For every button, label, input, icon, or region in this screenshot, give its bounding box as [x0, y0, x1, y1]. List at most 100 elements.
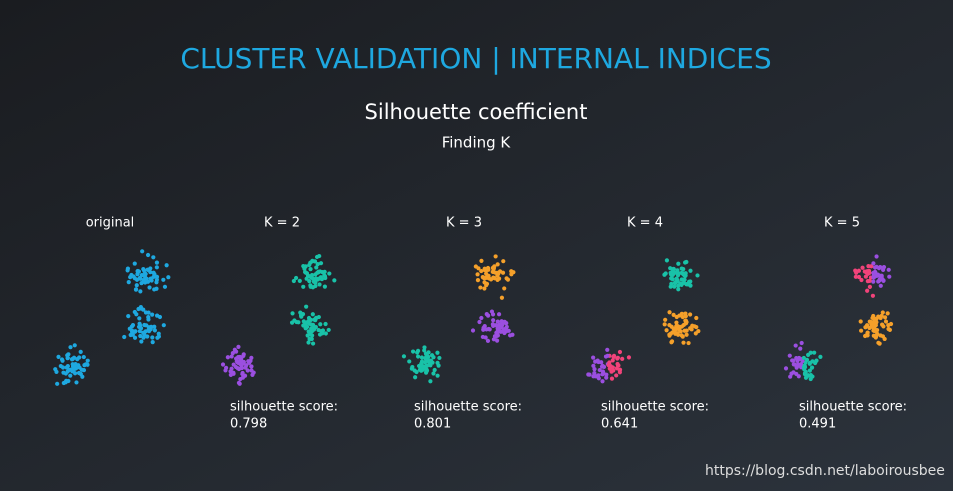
- point: [419, 355, 424, 360]
- point: [322, 273, 327, 278]
- point: [68, 373, 73, 378]
- point: [856, 268, 862, 273]
- cluster: [125, 249, 171, 294]
- point: [122, 334, 127, 340]
- point: [676, 283, 681, 288]
- point: [435, 350, 440, 355]
- score-label: silhouette score:: [414, 400, 522, 415]
- point: [682, 277, 687, 282]
- point: [491, 269, 496, 275]
- point: [323, 331, 328, 336]
- point: [76, 363, 81, 368]
- point: [856, 274, 862, 280]
- point: [291, 278, 296, 284]
- point: [670, 272, 675, 278]
- point: [688, 312, 693, 317]
- point: [669, 324, 674, 329]
- point: [679, 324, 685, 329]
- point: [867, 270, 872, 275]
- point: [422, 348, 427, 353]
- point: [509, 269, 514, 274]
- point: [130, 322, 136, 328]
- cluster: [289, 304, 331, 346]
- score-label: silhouette score:: [601, 400, 709, 415]
- point: [85, 358, 90, 363]
- point: [667, 333, 672, 338]
- point: [615, 355, 620, 360]
- point: [865, 288, 870, 293]
- point: [428, 379, 433, 384]
- point: [489, 309, 495, 314]
- point: [801, 355, 806, 361]
- point: [867, 278, 872, 284]
- point: [859, 328, 864, 333]
- point: [866, 263, 871, 269]
- cluster: [53, 343, 90, 386]
- point: [798, 346, 803, 351]
- point: [149, 325, 154, 330]
- point: [865, 331, 870, 336]
- point: [684, 328, 689, 333]
- point: [80, 374, 85, 379]
- point: [140, 249, 145, 254]
- point: [509, 272, 514, 277]
- point: [415, 354, 421, 359]
- point: [689, 327, 694, 332]
- point: [470, 328, 476, 333]
- point: [494, 334, 499, 339]
- point: [486, 326, 491, 332]
- point: [309, 336, 314, 342]
- point: [55, 381, 60, 386]
- point: [874, 254, 879, 259]
- point: [813, 360, 818, 366]
- point: [482, 286, 487, 291]
- point: [294, 275, 299, 281]
- point: [882, 315, 888, 320]
- point: [410, 349, 416, 354]
- point: [807, 368, 812, 373]
- point: [495, 319, 500, 324]
- point: [314, 254, 320, 260]
- point: [126, 280, 131, 285]
- point: [137, 321, 142, 326]
- point: [150, 340, 155, 345]
- cluster: [783, 340, 823, 382]
- point: [887, 274, 892, 279]
- cluster: [586, 347, 632, 384]
- point: [495, 277, 500, 283]
- point: [82, 362, 87, 368]
- point: [684, 332, 689, 337]
- point: [126, 314, 131, 319]
- point: [151, 255, 156, 260]
- point: [860, 265, 865, 270]
- point: [680, 334, 685, 339]
- point: [134, 312, 139, 317]
- point: [599, 364, 605, 369]
- panel-label: K = 2: [264, 216, 300, 231]
- point: [161, 323, 166, 328]
- point: [144, 323, 149, 328]
- point: [289, 320, 295, 325]
- point: [870, 320, 875, 325]
- point: [887, 327, 892, 332]
- point: [249, 368, 254, 373]
- point: [858, 319, 863, 324]
- point: [693, 331, 698, 336]
- point: [138, 306, 143, 311]
- point: [56, 354, 61, 359]
- point: [143, 271, 148, 277]
- point: [807, 361, 812, 366]
- point: [150, 335, 155, 340]
- point: [236, 354, 241, 360]
- point: [61, 370, 66, 375]
- point: [500, 270, 506, 275]
- point: [135, 269, 140, 274]
- point: [498, 329, 503, 334]
- point: [481, 327, 486, 332]
- point: [863, 325, 868, 330]
- point: [676, 261, 681, 266]
- point: [688, 268, 693, 273]
- point: [482, 324, 487, 329]
- point: [504, 276, 509, 281]
- point: [300, 312, 306, 317]
